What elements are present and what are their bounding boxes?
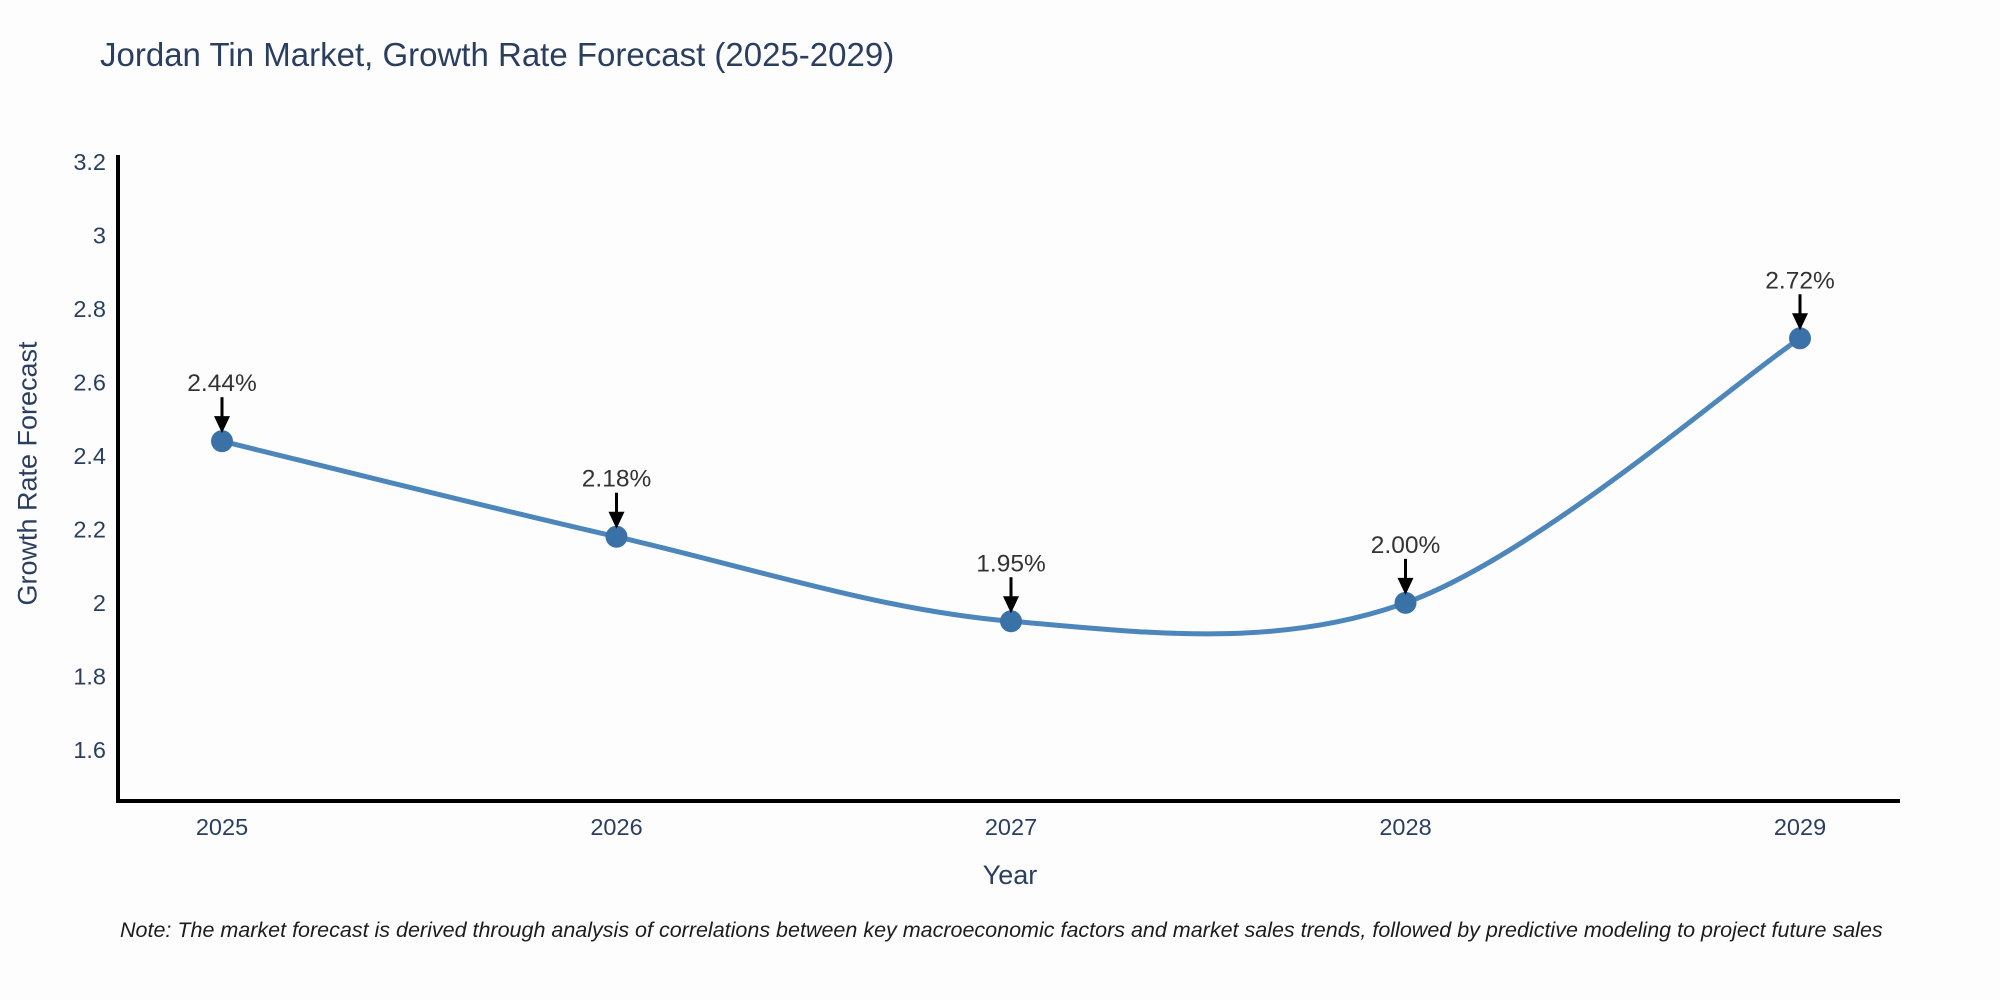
- annotation-label: 1.95%: [976, 550, 1045, 577]
- x-tick-label: 2026: [590, 814, 642, 840]
- y-tick-label: 2: [93, 590, 106, 616]
- data-point-marker: [1394, 591, 1417, 614]
- annotation-arrow-head: [1003, 596, 1019, 614]
- annotation-label: 2.72%: [1765, 267, 1834, 294]
- x-tick-label: 2025: [196, 814, 248, 840]
- y-tick-label: 2.8: [73, 296, 106, 322]
- annotation-label: 2.44%: [187, 370, 256, 397]
- data-point-marker: [605, 525, 628, 548]
- chart-title: Jordan Tin Market, Growth Rate Forecast …: [100, 36, 895, 73]
- y-tick-label: 3.2: [73, 149, 106, 175]
- y-tick-label: 2.4: [73, 443, 106, 469]
- annotation-label: 2.00%: [1371, 532, 1440, 559]
- y-tick-label: 1.6: [73, 737, 106, 763]
- y-axis-title: Growth Rate Forecast: [12, 341, 43, 606]
- x-axis-title: Year: [982, 860, 1038, 890]
- x-tick-label: 2027: [985, 814, 1037, 840]
- y-tick-label: 1.8: [73, 663, 106, 689]
- y-tick-label: 2.6: [73, 369, 106, 395]
- x-tick-label: 2028: [1379, 814, 1431, 840]
- footnote: Note: The market forecast is derived thr…: [120, 918, 1883, 942]
- data-point-marker: [1789, 327, 1811, 350]
- x-tick-label: 2029: [1774, 814, 1826, 840]
- annotation-label: 2.18%: [582, 466, 651, 493]
- y-tick-label: 3: [93, 222, 106, 248]
- y-tick-label: 2.2: [73, 516, 106, 542]
- data-point-marker: [1000, 610, 1022, 633]
- annotation-arrow-head: [214, 416, 230, 434]
- annotation-arrow-head: [608, 511, 625, 529]
- data-point-marker: [211, 430, 233, 453]
- annotation-arrow-head: [1397, 577, 1414, 595]
- annotation-arrow-head: [1792, 313, 1808, 331]
